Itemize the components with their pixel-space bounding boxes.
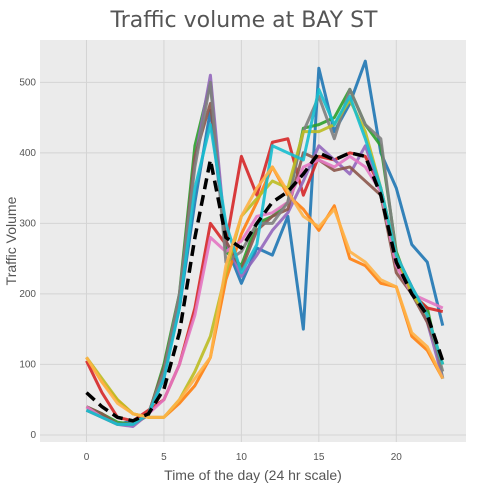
- y-tick-label: 400: [19, 148, 36, 159]
- x-tick-label: 15: [313, 452, 325, 463]
- y-tick-labels: 0 100 200 300 400 500: [19, 77, 36, 441]
- y-tick-label: 200: [19, 289, 36, 300]
- x-tick-label: 10: [236, 452, 248, 463]
- y-axis-label: Traffic Volume: [3, 196, 19, 285]
- x-tick-label: 5: [161, 452, 167, 463]
- x-tick-label: 0: [84, 452, 90, 463]
- x-axis-label: Time of the day (24 hr scale): [164, 467, 342, 483]
- y-tick-label: 0: [30, 430, 36, 441]
- x-tick-labels: 0 5 10 15 20: [84, 452, 403, 463]
- y-tick-label: 500: [19, 77, 36, 88]
- y-tick-label: 300: [19, 218, 36, 229]
- x-tick-label: 20: [391, 452, 403, 463]
- y-tick-label: 100: [19, 359, 36, 370]
